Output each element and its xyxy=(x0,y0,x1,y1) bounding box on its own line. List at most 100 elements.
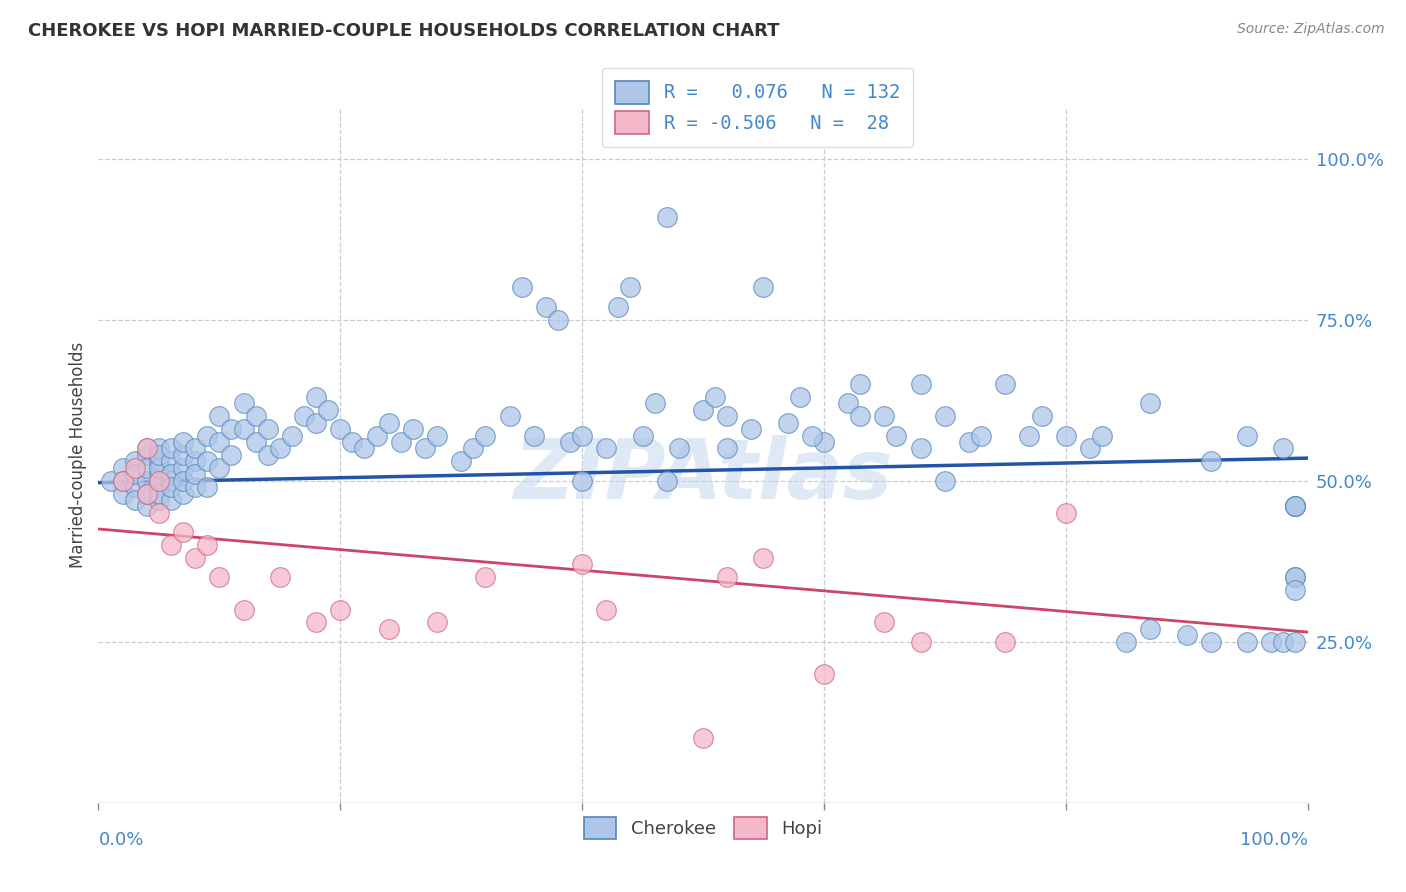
Point xyxy=(740,422,762,436)
Point xyxy=(704,390,727,404)
Point xyxy=(534,300,557,314)
Point xyxy=(160,442,183,456)
Point xyxy=(111,474,134,488)
Point xyxy=(510,280,533,294)
Point xyxy=(1284,570,1306,584)
Point xyxy=(1284,500,1306,514)
Point xyxy=(232,602,254,616)
Point xyxy=(571,428,593,442)
Text: 0.0%: 0.0% xyxy=(98,830,143,848)
Point xyxy=(910,442,932,456)
Point xyxy=(934,474,956,488)
Text: Source: ZipAtlas.com: Source: ZipAtlas.com xyxy=(1237,22,1385,37)
Point xyxy=(1031,409,1053,424)
Point xyxy=(1236,634,1258,648)
Point xyxy=(208,570,231,584)
Point xyxy=(1175,628,1198,642)
Point xyxy=(716,442,738,456)
Point xyxy=(160,454,183,468)
Point xyxy=(571,558,593,572)
Point xyxy=(994,377,1017,392)
Point xyxy=(305,390,328,404)
Point xyxy=(184,454,207,468)
Point xyxy=(172,525,194,540)
Point xyxy=(232,396,254,410)
Point xyxy=(160,493,183,508)
Point xyxy=(111,460,134,475)
Point xyxy=(1018,428,1040,442)
Point xyxy=(873,615,896,630)
Point xyxy=(329,602,352,616)
Point xyxy=(148,467,170,482)
Point xyxy=(148,474,170,488)
Point xyxy=(366,428,388,442)
Point xyxy=(450,454,472,468)
Point xyxy=(910,377,932,392)
Point xyxy=(135,486,157,500)
Point xyxy=(776,416,799,430)
Point xyxy=(148,448,170,462)
Point xyxy=(789,390,811,404)
Point xyxy=(305,416,328,430)
Point xyxy=(148,454,170,468)
Point xyxy=(135,460,157,475)
Point xyxy=(329,422,352,436)
Point xyxy=(124,467,146,482)
Point xyxy=(269,570,291,584)
Point xyxy=(160,480,183,494)
Point xyxy=(172,460,194,475)
Point xyxy=(184,480,207,494)
Point xyxy=(886,428,908,442)
Point xyxy=(160,538,183,552)
Point xyxy=(716,570,738,584)
Point xyxy=(644,396,666,410)
Point xyxy=(1054,506,1077,520)
Point xyxy=(402,422,425,436)
Point xyxy=(934,409,956,424)
Point xyxy=(463,442,485,456)
Point xyxy=(195,454,218,468)
Point xyxy=(232,422,254,436)
Point xyxy=(245,435,267,450)
Point xyxy=(558,435,581,450)
Point xyxy=(184,467,207,482)
Point xyxy=(172,435,194,450)
Point xyxy=(619,280,641,294)
Point xyxy=(1284,500,1306,514)
Point xyxy=(135,442,157,456)
Point xyxy=(148,506,170,520)
Point xyxy=(957,435,980,450)
Point xyxy=(655,474,678,488)
Point xyxy=(474,570,496,584)
Point xyxy=(316,402,339,417)
Point xyxy=(377,622,399,636)
Point xyxy=(595,442,617,456)
Point xyxy=(195,480,218,494)
Point xyxy=(135,474,157,488)
Point xyxy=(426,615,449,630)
Point xyxy=(994,634,1017,648)
Point xyxy=(692,731,714,746)
Point xyxy=(1284,583,1306,598)
Point xyxy=(124,454,146,468)
Point xyxy=(910,634,932,648)
Point xyxy=(148,486,170,500)
Point xyxy=(124,480,146,494)
Point xyxy=(413,442,436,456)
Point xyxy=(1284,570,1306,584)
Point xyxy=(245,409,267,424)
Point xyxy=(1284,634,1306,648)
Point xyxy=(1260,634,1282,648)
Point xyxy=(135,442,157,456)
Point xyxy=(873,409,896,424)
Point xyxy=(849,377,872,392)
Point xyxy=(813,435,835,450)
Point xyxy=(353,442,375,456)
Point xyxy=(124,493,146,508)
Point xyxy=(195,538,218,552)
Point xyxy=(837,396,859,410)
Point xyxy=(111,474,134,488)
Point xyxy=(281,428,304,442)
Point xyxy=(148,480,170,494)
Point xyxy=(813,667,835,681)
